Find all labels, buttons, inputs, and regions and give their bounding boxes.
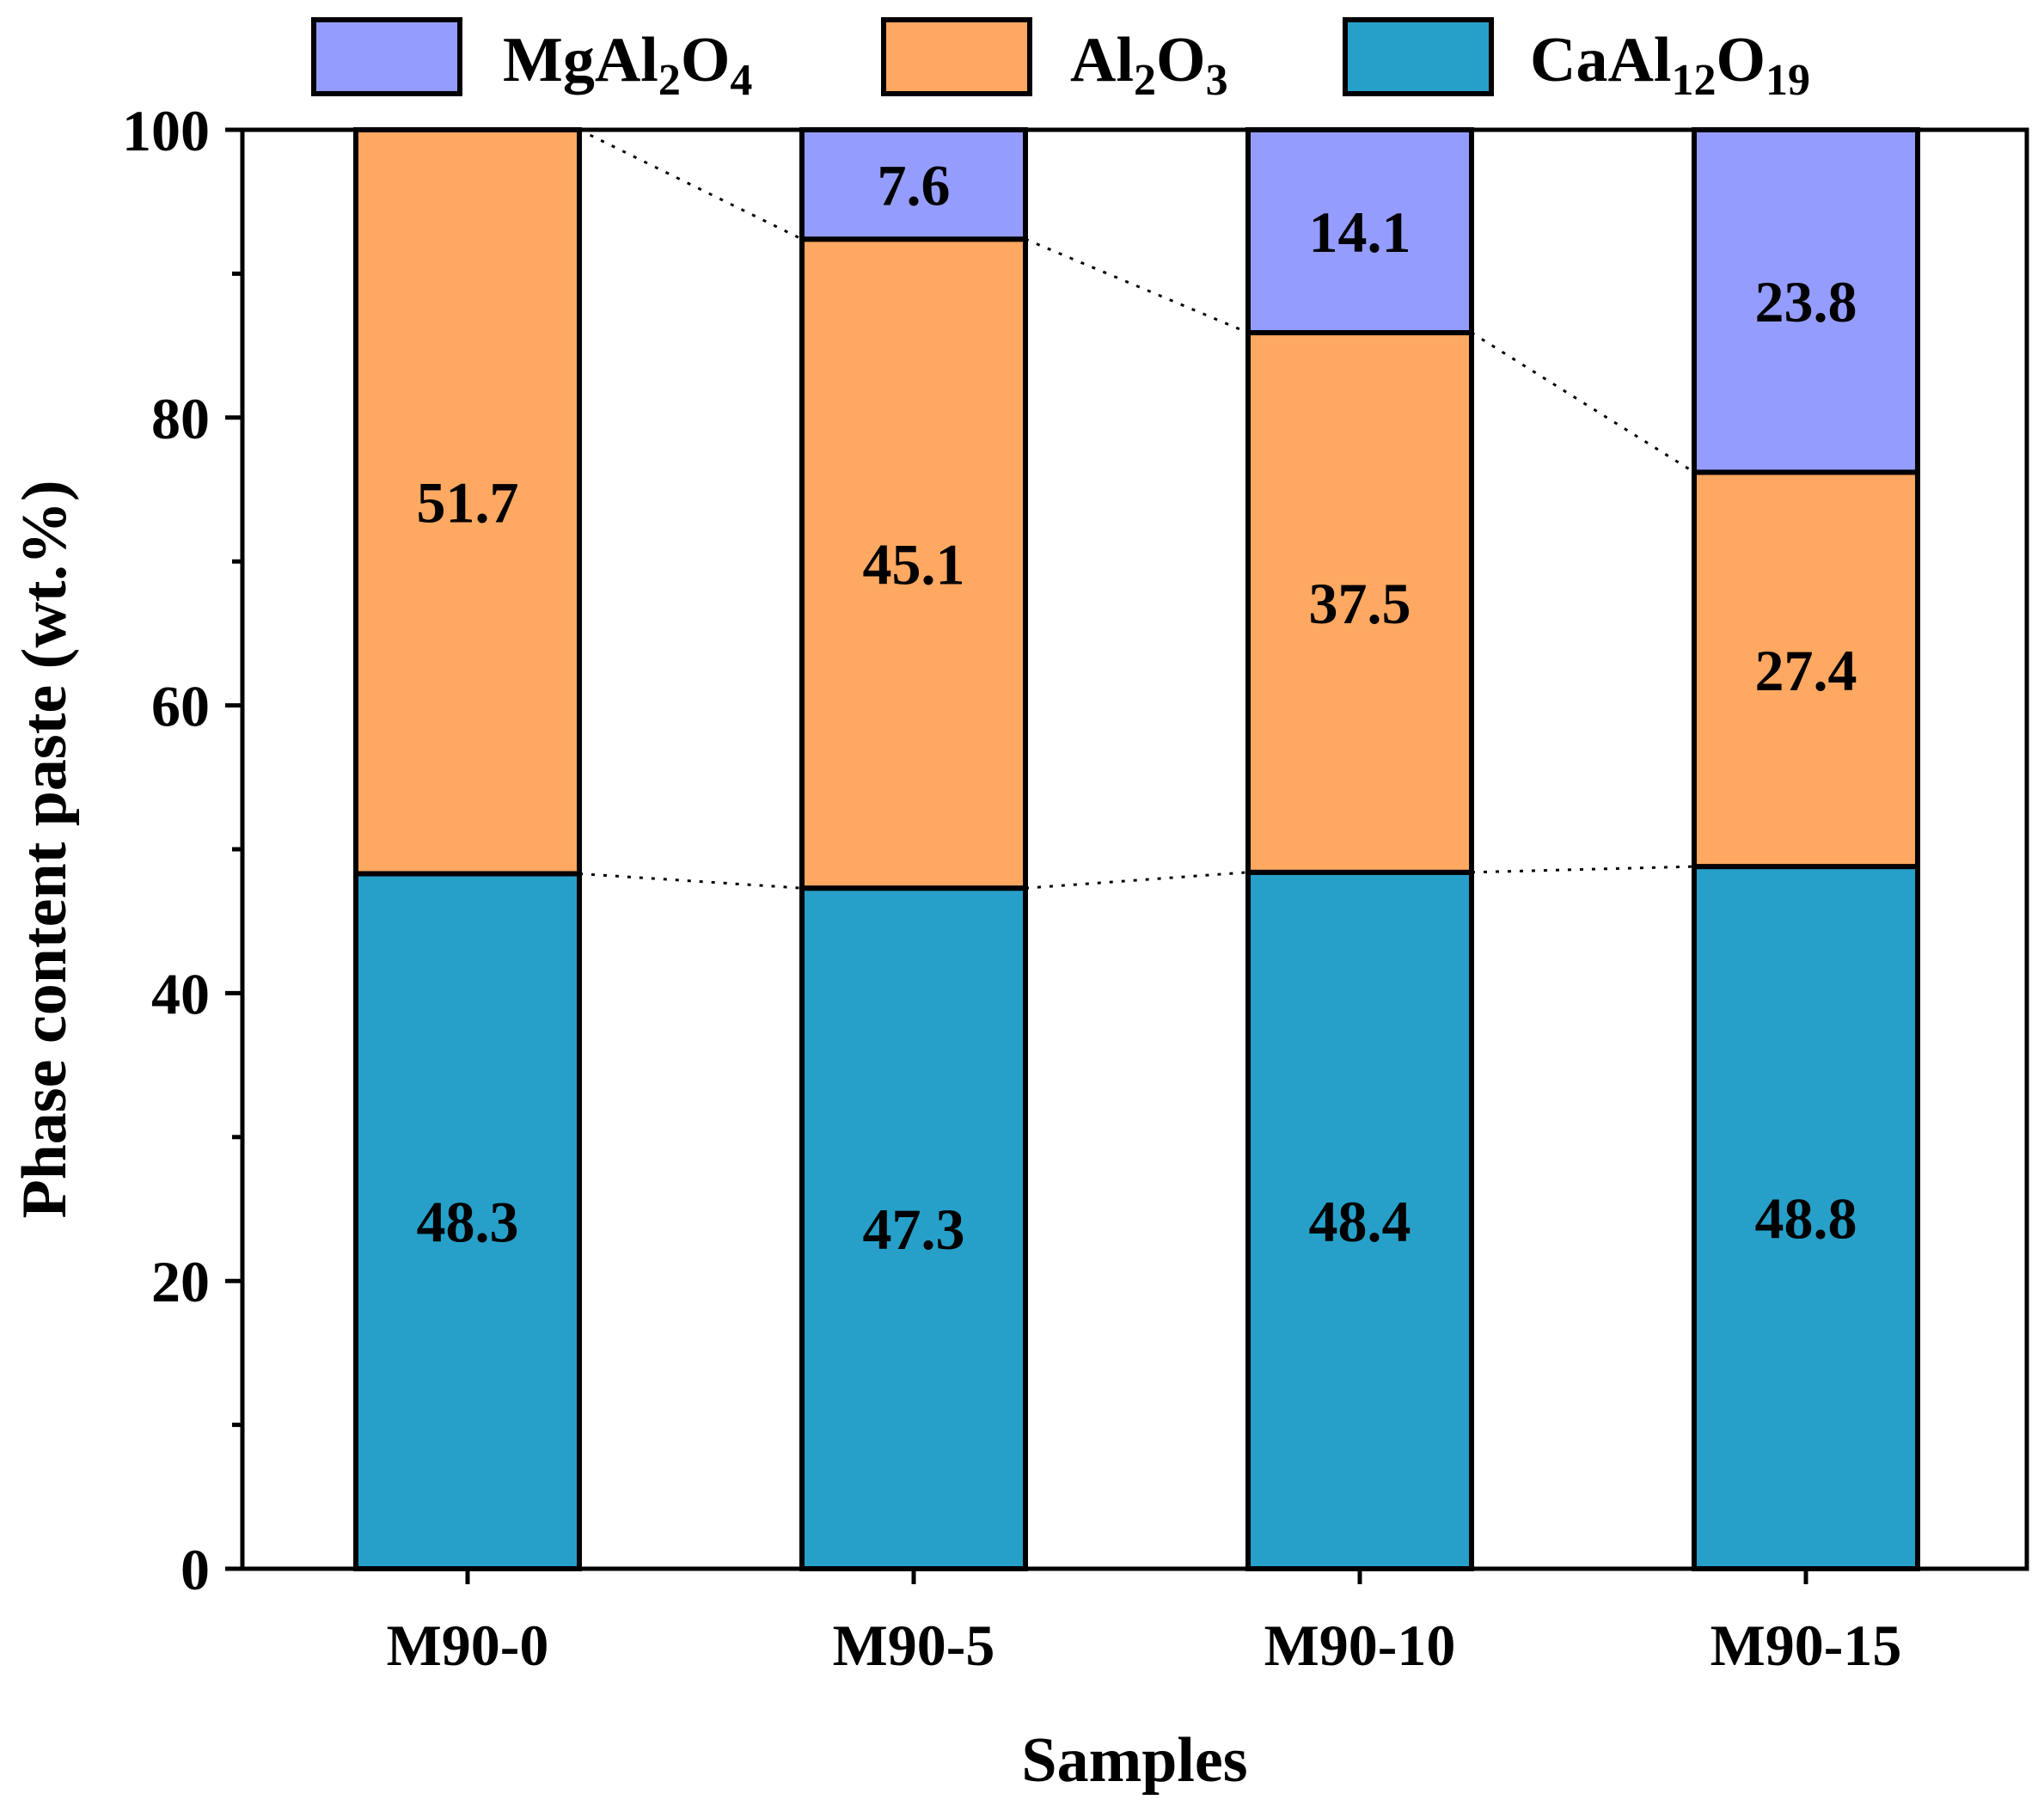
data-label-MgAl2O4-M90-5: 7.6 (878, 153, 951, 218)
y-axis-title: Phase content paste (wt.%) (9, 480, 80, 1218)
legend-label-MgAl2O4: MgAl2O4 (503, 25, 752, 105)
data-labels-layer: 48.3 51.7 47.3 45.1 7.6 48.4 37.5 14.1 48.8 27.4 2… (417, 153, 1857, 1262)
connector-line-Al2O3-0 (578, 128, 803, 241)
bar-segment-Al2O3-M90-0 (353, 127, 582, 877)
connector-lines-layer (578, 128, 1695, 890)
legend: MgAl2O4 Al2O3 CaAl12O19 (311, 17, 1810, 105)
y-tick-label: 60 (151, 674, 210, 739)
data-label-Al2O3-M90-5: 45.1 (863, 532, 965, 597)
bars-layer (353, 127, 1920, 1571)
connector-line-Al2O3-2 (1471, 331, 1695, 474)
bar-segment-MgAl2O4-M90-10 (1245, 127, 1474, 336)
bar-segment-CaAl12O19-M90-10 (1245, 869, 1474, 1571)
x-tick-label-M90-5: M90-5 (833, 1613, 995, 1678)
x-tick-label-M90-15: M90-15 (1710, 1613, 1902, 1678)
y-tick-label: 40 (151, 961, 210, 1026)
connector-line-CaAl12O19-2 (1471, 865, 1695, 874)
y-tick-label: 20 (151, 1249, 210, 1314)
connector-line-Al2O3-1 (1025, 237, 1249, 334)
data-label-CaAl12O19-M90-5: 47.3 (863, 1197, 965, 1262)
x-axis-title: Samples (1021, 1725, 1247, 1796)
bar-segment-Al2O3-M90-5 (799, 236, 1028, 891)
connector-line-CaAl12O19-0 (578, 872, 803, 890)
data-label-Al2O3-M90-10: 37.5 (1309, 571, 1411, 636)
bar-segment-MgAl2O4-M90-15 (1692, 127, 1920, 475)
bar-segment-Al2O3-M90-15 (1692, 469, 1920, 870)
legend-swatch-Al2O3 (881, 17, 1032, 96)
bar-segment-Al2O3-M90-10 (1245, 330, 1474, 875)
legend-label-CaAl12O19: CaAl12O19 (1530, 25, 1810, 105)
data-label-CaAl12O19-M90-0: 48.3 (417, 1190, 519, 1255)
legend-swatch-CaAl12O19 (1343, 17, 1494, 96)
x-tick-label-M90-10: M90-10 (1264, 1613, 1456, 1678)
connector-line-CaAl12O19-1 (1025, 871, 1249, 890)
data-label-MgAl2O4-M90-10: 14.1 (1309, 199, 1411, 265)
x-tick-label-M90-0: M90-0 (387, 1613, 549, 1678)
axes-layer: 0 20 40 60 80 100 M90-0 M90-5 M90-10 M90-15 (122, 98, 1901, 1678)
data-label-MgAl2O4-M90-15: 23.8 (1755, 269, 1857, 334)
legend-swatch-MgAl2O4 (311, 17, 462, 96)
data-label-Al2O3-M90-15: 27.4 (1755, 638, 1857, 703)
legend-label-Al2O3: Al2O3 (1070, 25, 1228, 105)
y-tick-label: 80 (151, 386, 210, 451)
y-tick-label: 0 (181, 1537, 210, 1602)
data-label-CaAl12O19-M90-15: 48.8 (1755, 1186, 1857, 1252)
bar-segment-CaAl12O19-M90-0 (353, 871, 582, 1571)
y-tick-label: 100 (122, 98, 210, 163)
data-label-Al2O3-M90-0: 51.7 (417, 470, 519, 536)
data-label-CaAl12O19-M90-10: 48.4 (1309, 1189, 1411, 1254)
